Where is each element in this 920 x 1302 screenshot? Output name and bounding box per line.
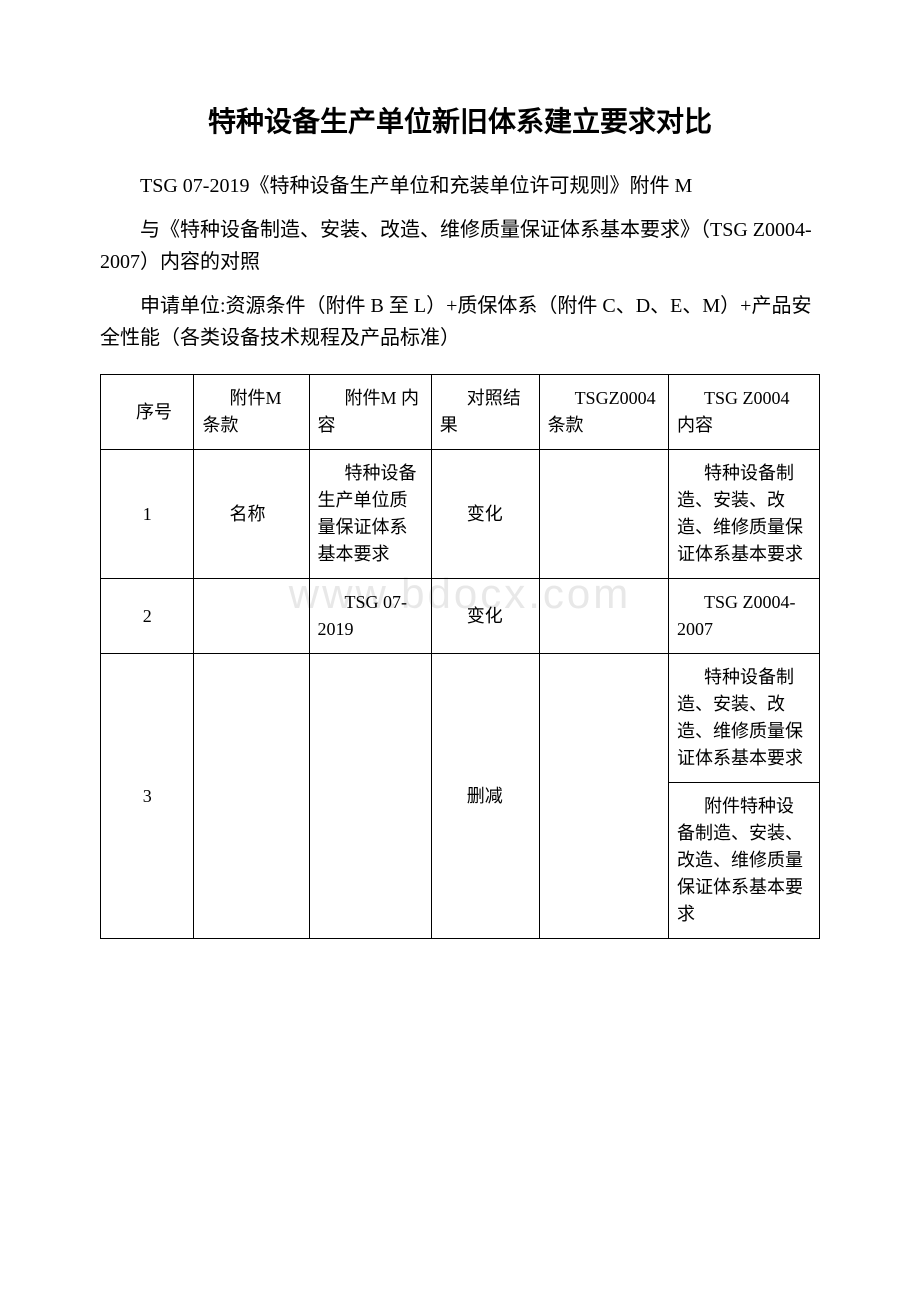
cell-r2-c3: TSG 07-2019 bbox=[309, 579, 431, 654]
comparison-table: 序号 附件M 条款 附件M 内容 对照结果 TSGZ0004 条款 TSG Z0… bbox=[100, 374, 820, 939]
cell-r3-c5 bbox=[539, 654, 668, 939]
cell-r3-c6b: 附件特种设备制造、安装、改造、维修质量保证体系基本要求 bbox=[668, 783, 819, 939]
table-header-row: 序号 附件M 条款 附件M 内容 对照结果 TSGZ0004 条款 TSG Z0… bbox=[101, 375, 820, 450]
header-col2: 附件M 条款 bbox=[194, 375, 309, 450]
paragraph-1: TSG 07-2019《特种设备生产单位和充装单位许可规则》附件 M bbox=[100, 170, 820, 202]
paragraph-2: 与《特种设备制造、安装、改造、维修质量保证体系基本要求》（TSG Z0004-2… bbox=[100, 214, 820, 278]
cell-r2-c5 bbox=[539, 579, 668, 654]
cell-r2-c6: TSG Z0004-2007 bbox=[668, 579, 819, 654]
table-row: 1 名称 特种设备生产单位质量保证体系基本要求 变化 特种设备制造、安装、改造、… bbox=[101, 450, 820, 579]
cell-r1-c2: 名称 bbox=[194, 450, 309, 579]
cell-r3-c4: 删减 bbox=[431, 654, 539, 939]
header-col3: 附件M 内容 bbox=[309, 375, 431, 450]
cell-r1-c5 bbox=[539, 450, 668, 579]
cell-r2-c4: 变化 bbox=[431, 579, 539, 654]
cell-r2-c1: 2 bbox=[101, 579, 194, 654]
cell-r3-c3 bbox=[309, 654, 431, 939]
header-col4: 对照结果 bbox=[431, 375, 539, 450]
header-col5: TSGZ0004 条款 bbox=[539, 375, 668, 450]
cell-r2-c2 bbox=[194, 579, 309, 654]
cell-r1-c6: 特种设备制造、安装、改造、维修质量保证体系基本要求 bbox=[668, 450, 819, 579]
comparison-table-wrapper: 序号 附件M 条款 附件M 内容 对照结果 TSGZ0004 条款 TSG Z0… bbox=[100, 374, 820, 939]
cell-r3-c6a: 特种设备制造、安装、改造、维修质量保证体系基本要求 bbox=[668, 654, 819, 783]
page-title: 特种设备生产单位新旧体系建立要求对比 bbox=[100, 100, 820, 140]
cell-r1-c1: 1 bbox=[101, 450, 194, 579]
table-row: 2 TSG 07-2019 变化 TSG Z0004-2007 bbox=[101, 579, 820, 654]
cell-r3-c2 bbox=[194, 654, 309, 939]
table-row: 3 删减 特种设备制造、安装、改造、维修质量保证体系基本要求 bbox=[101, 654, 820, 783]
header-col1: 序号 bbox=[101, 375, 194, 450]
header-col6: TSG Z0004 内容 bbox=[668, 375, 819, 450]
cell-r1-c4: 变化 bbox=[431, 450, 539, 579]
cell-r1-c3: 特种设备生产单位质量保证体系基本要求 bbox=[309, 450, 431, 579]
paragraph-3: 申请单位:资源条件（附件 B 至 L）+质保体系（附件 C、D、E、M）+产品安… bbox=[100, 290, 820, 354]
cell-r3-c1: 3 bbox=[101, 654, 194, 939]
